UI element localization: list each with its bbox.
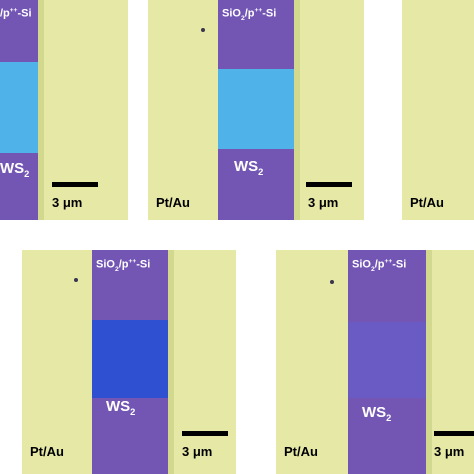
ws2-label: WS2 xyxy=(0,160,30,179)
scale-bar-label: 3 μm xyxy=(434,444,465,459)
micrograph-panel-1: /p++-Si WS2 3 μm xyxy=(0,0,128,220)
ws2-flake xyxy=(218,69,294,149)
micrograph-panel-5: SiO2/p++-Si WS2 Pt/Au 3 μm xyxy=(276,250,474,474)
scale-bar xyxy=(306,182,352,187)
micrograph-panel-3: Pt/Au xyxy=(402,0,474,220)
ws2-label: WS2 xyxy=(106,398,136,417)
substrate-label: /p++-Si xyxy=(0,7,32,20)
micrograph-panel-4: SiO2/p++-Si WS2 Pt/Au 3 μm xyxy=(22,250,236,474)
electrode-label: Pt/Au xyxy=(30,444,64,459)
ws2-label: WS2 xyxy=(362,404,392,423)
ws2-flake xyxy=(0,62,38,153)
ws2-label: WS2 xyxy=(234,158,264,177)
ws2-flake xyxy=(92,320,168,398)
scale-bar-label: 3 μm xyxy=(52,195,83,210)
electrode-label: Pt/Au xyxy=(410,195,444,210)
scale-bar xyxy=(52,182,98,187)
substrate-label: SiO2/p++-Si xyxy=(222,7,277,22)
scale-bar-label: 3 μm xyxy=(182,444,213,459)
micrograph-panel-2: SiO2/p++-Si WS2 Pt/Au 3 μm xyxy=(148,0,364,220)
scale-bar xyxy=(434,431,474,436)
substrate-label: SiO2/p++-Si xyxy=(96,258,151,273)
electrode-label: Pt/Au xyxy=(156,195,190,210)
scale-bar-label: 3 μm xyxy=(308,195,339,210)
electrode-label: Pt/Au xyxy=(284,444,318,459)
ws2-flake xyxy=(348,322,426,398)
scale-bar xyxy=(182,431,228,436)
substrate-label: SiO2/p++-Si xyxy=(352,258,407,273)
